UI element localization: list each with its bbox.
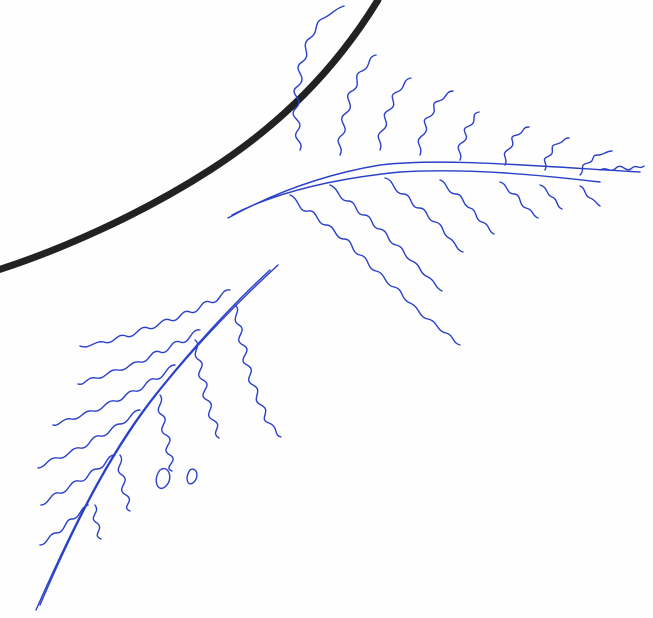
blue-scribble-fern-upper (227, 5, 645, 346)
frond-d3 (384, 177, 464, 253)
frond-tip (599, 165, 645, 171)
frond-l5 (40, 454, 116, 506)
fern-upper-stem-2 (231, 170, 601, 216)
frond-u2 (337, 54, 377, 156)
frond-u7 (543, 137, 570, 171)
frond-h4 (117, 454, 131, 512)
frond-l6 (39, 504, 89, 546)
frond-u1 (292, 5, 345, 151)
fern-upper-stem (227, 161, 641, 219)
frond-d4 (439, 179, 495, 235)
frond-h5 (92, 504, 102, 540)
frond-l3 (52, 364, 176, 426)
frond-u5 (457, 111, 480, 161)
frond-d2 (329, 184, 443, 292)
frond-l2 (77, 329, 201, 385)
blue-scribble-fern-lower (35, 264, 282, 611)
frond-u6 (503, 126, 530, 166)
frond-h3 (157, 394, 174, 472)
frond-d1 (289, 194, 461, 346)
curved-black-line (0, 0, 382, 274)
frond-l1 (79, 289, 231, 348)
loop-accent-2 (186, 468, 198, 485)
loop-accent-1 (155, 467, 171, 489)
frond-h1 (234, 304, 282, 438)
frond-u3 (377, 77, 412, 151)
frond-u8 (579, 150, 613, 176)
fern-lower-stem-2 (35, 269, 271, 611)
frond-h2 (194, 339, 220, 439)
frond-u4 (417, 90, 454, 156)
frond-d7 (579, 185, 601, 207)
frond-d5 (499, 181, 539, 219)
fern-lower-stem (39, 264, 279, 606)
frond-l4 (37, 409, 141, 469)
frond-d6 (539, 184, 563, 210)
